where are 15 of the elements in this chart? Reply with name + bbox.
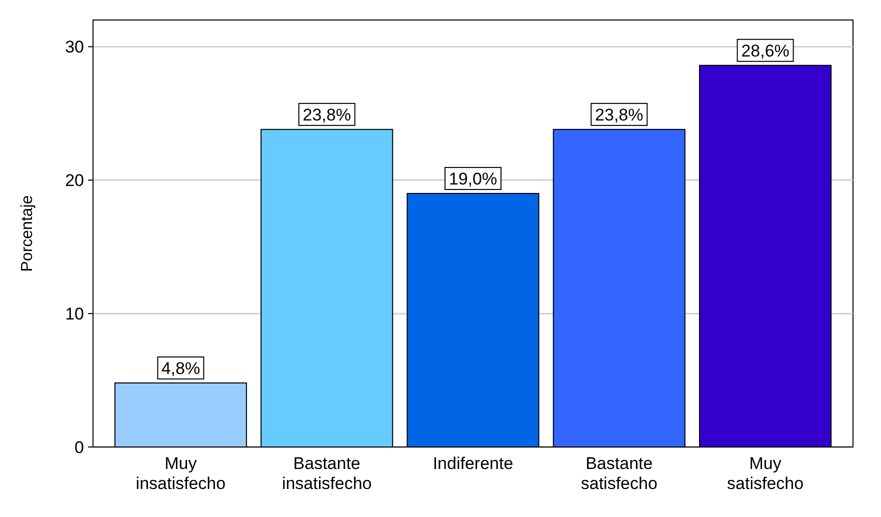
x-tick-label: Indiferente [432, 454, 514, 473]
y-tick-label: 30 [65, 38, 84, 57]
x-tick-label: Bastante insatisfecho [282, 454, 372, 493]
data-label: 4,8% [161, 358, 200, 378]
x-tick-label: Muy insatisfecho [136, 454, 226, 493]
y-tick-label: 0 [74, 438, 84, 457]
y-axis-title: Porcentaje [19, 195, 36, 272]
x-tick-label: Muy satisfecho [727, 454, 804, 493]
y-tick-label: 10 [65, 304, 84, 324]
data-label: 28,6% [741, 41, 790, 60]
data-label: 23,8% [302, 105, 351, 124]
data-label: 23,8% [595, 105, 644, 124]
x-tick-label: Bastante satisfecho [580, 454, 658, 493]
data-label: 19,0% [448, 169, 498, 188]
y-tick-label: 20 [65, 171, 84, 190]
